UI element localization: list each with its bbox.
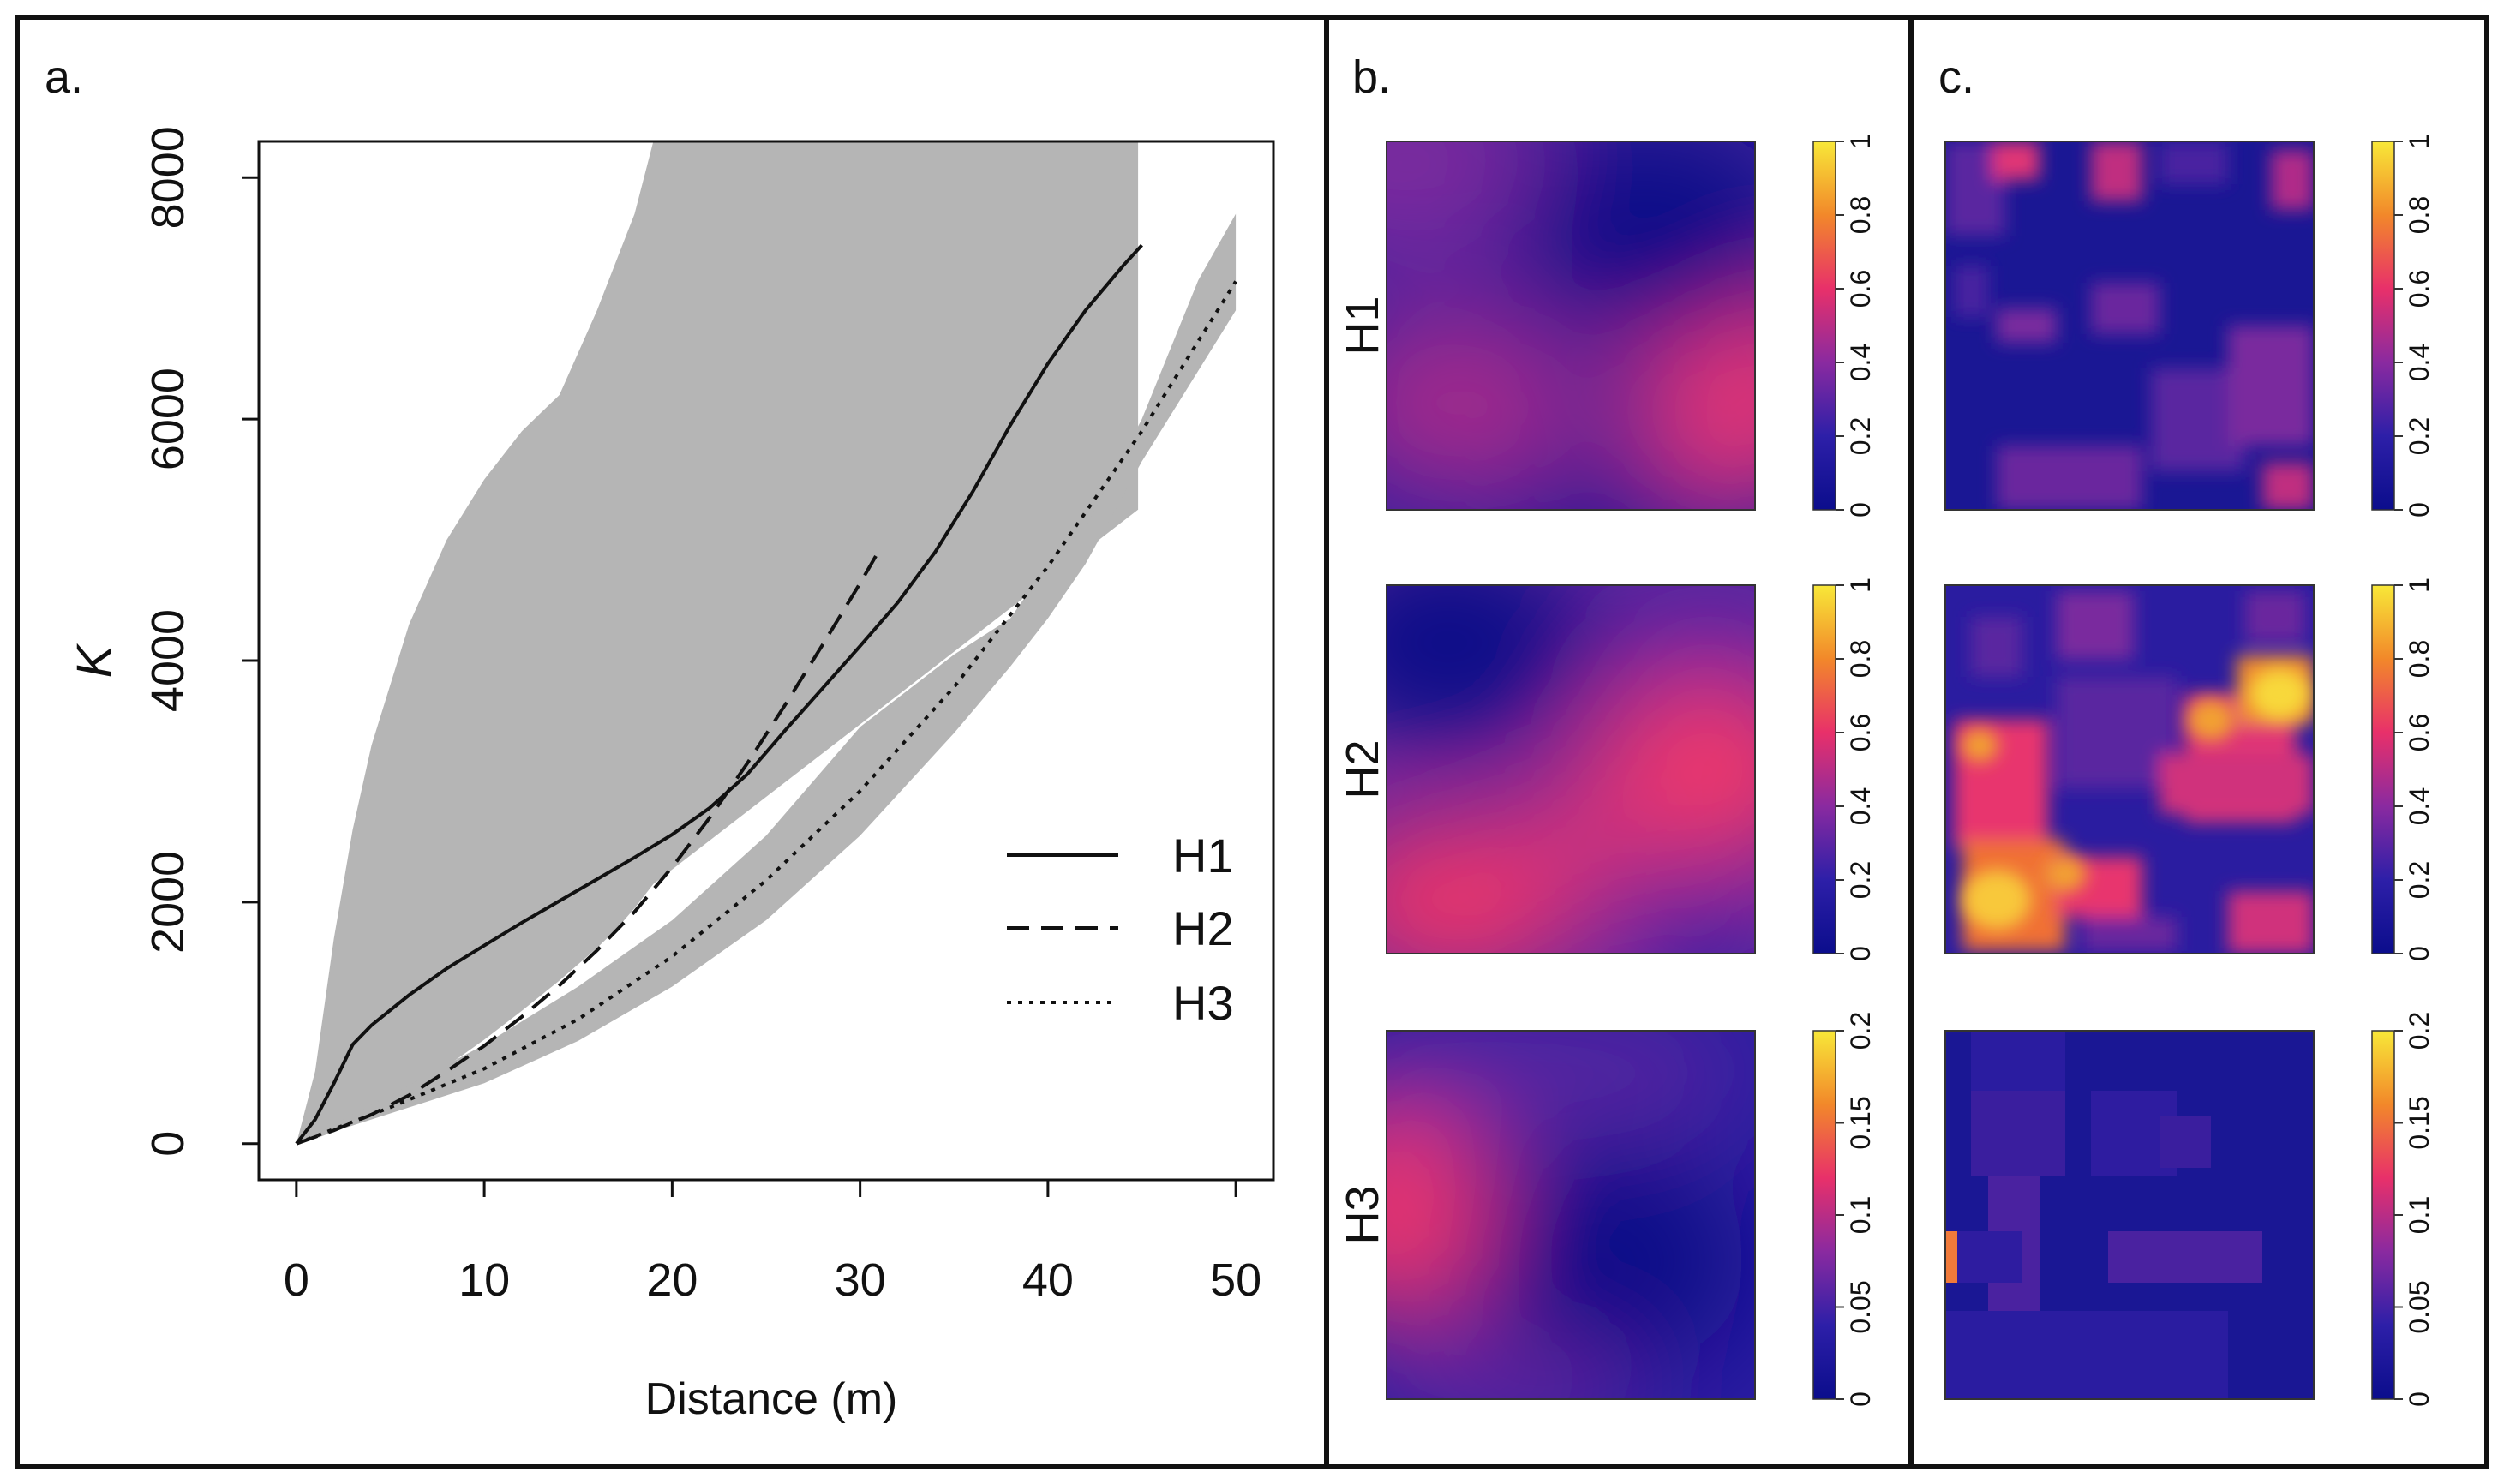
heatmap-frame	[1944, 1030, 2315, 1400]
colorbar-tick-label: 0.15	[1845, 1096, 1876, 1149]
y-tick-label: 6000	[142, 368, 194, 470]
colorbar-tick-label: 0.8	[1845, 196, 1876, 234]
panel-label-c: c.	[1938, 51, 1974, 103]
colorbar-tick-label: 0.05	[1845, 1280, 1876, 1333]
colorbar-tick-label: 0.8	[1845, 640, 1876, 678]
x-tick-label: 0	[284, 1254, 309, 1306]
panel-b-heatmaps	[1386, 141, 1756, 1400]
colorbar-tick-label: 0	[1845, 1391, 1876, 1407]
heatmap-frame	[1386, 1030, 1756, 1400]
colorbar	[1812, 1030, 1836, 1400]
row-label-h3: H3	[1337, 1185, 1388, 1244]
x-tick-label: 40	[1022, 1254, 1074, 1306]
colorbar-tick-label: 0.05	[2404, 1280, 2435, 1333]
y-tick-label: 8000	[142, 126, 194, 229]
colorbar-tick-label: 0.2	[1845, 417, 1876, 455]
panel-label-b: b.	[1352, 51, 1391, 103]
legend-label-h3: H3	[1172, 976, 1234, 1030]
colorbar	[1812, 584, 1836, 954]
colorbar-tick-label: 0.2	[1845, 1012, 1876, 1050]
colorbar-tick-label: 0	[1845, 946, 1876, 961]
colorbar-tick-label: 0.6	[2404, 270, 2435, 308]
heatmap-frame	[1944, 141, 2315, 511]
colorbar	[2371, 584, 2395, 954]
legend-label-h1: H1	[1172, 829, 1234, 883]
x-tick-label: 50	[1210, 1254, 1261, 1306]
colorbar-tick-label: 1	[2404, 577, 2435, 593]
colorbar-tick-label: 0.6	[1845, 270, 1876, 308]
colorbar-tick-label: 0.1	[2404, 1196, 2435, 1234]
x-axis-label: Distance (m)	[645, 1374, 898, 1424]
y-axis-label: K	[67, 643, 123, 678]
colorbar-tick-label: 0.4	[2404, 787, 2435, 825]
h2-series-line	[296, 549, 881, 1146]
colorbar	[2371, 1030, 2395, 1400]
colorbar-tick-label: 0.4	[1845, 344, 1876, 381]
colorbar-tick-label: 0.15	[2404, 1096, 2435, 1149]
heatmap-c-h3	[1945, 1031, 2314, 1399]
colorbar-tick-label: 0.4	[2404, 344, 2435, 381]
legend: H1 H2 H3	[1007, 829, 1234, 1030]
h1-envelope-band	[296, 141, 1139, 1144]
colorbar-tick-label: 0.8	[2404, 640, 2435, 678]
colorbar-tick-label: 1	[2404, 134, 2435, 149]
colorbar-tick-label: 0	[1845, 502, 1876, 518]
colorbar-tick-label: 0.1	[1845, 1196, 1876, 1234]
heatmap-frame	[1386, 141, 1756, 511]
heatmap-frame	[1944, 584, 2315, 954]
colorbar-tick-label: 1	[1845, 577, 1876, 593]
x-tick-label: 20	[646, 1254, 698, 1306]
panel-a-chart: 0 10 20 30 40 50 Distance (m) 0 2000 4000 6000 80…	[67, 126, 1275, 1424]
heatmap-b-h1	[1387, 141, 1755, 510]
heatmap-b-h2	[1387, 585, 1755, 954]
panel-c-heatmaps	[1944, 141, 2315, 1400]
colorbar-tick-label: 0	[2404, 946, 2435, 961]
colorbar-tick-label: 0.6	[2404, 714, 2435, 751]
colorbar-tick-label: 0.8	[2404, 196, 2435, 234]
legend-label-h2: H2	[1172, 901, 1234, 955]
colorbar-tick-label: 0.2	[1845, 861, 1876, 899]
colorbar-tick-label: 0	[2404, 1391, 2435, 1407]
panel-label-a: a.	[45, 51, 83, 103]
colorbar-tick-label: 0.2	[2404, 1012, 2435, 1050]
colorbar-tick-label: 1	[1845, 134, 1876, 149]
y-tick-label: 0	[142, 1131, 194, 1157]
colorbar	[2371, 141, 2395, 511]
h3-series-line	[296, 280, 1237, 1146]
colorbar-tick-label: 0.4	[1845, 787, 1876, 825]
row-label-h2: H2	[1337, 739, 1388, 799]
figure-frame	[15, 15, 2489, 1469]
heatmap-c-h2	[1945, 585, 2314, 954]
h1-series-line	[295, 243, 1143, 1145]
row-label-h1: H1	[1337, 296, 1388, 355]
colorbar-tick-label: 0.2	[2404, 861, 2435, 899]
colorbar	[1812, 141, 1836, 511]
colorbar-tick-label: 0.6	[1845, 714, 1876, 751]
heatmap-c-h1	[1945, 141, 2314, 510]
y-tick-label: 4000	[142, 609, 194, 712]
heatmap-b-h3	[1387, 1031, 1755, 1399]
y-tick-label: 2000	[142, 851, 194, 954]
colorbar-tick-label: 0	[2404, 502, 2435, 518]
x-tick-label: 30	[835, 1254, 886, 1306]
heatmap-frame	[1386, 584, 1756, 954]
colorbar-tick-label: 0.2	[2404, 417, 2435, 455]
x-tick-label: 10	[458, 1254, 510, 1306]
